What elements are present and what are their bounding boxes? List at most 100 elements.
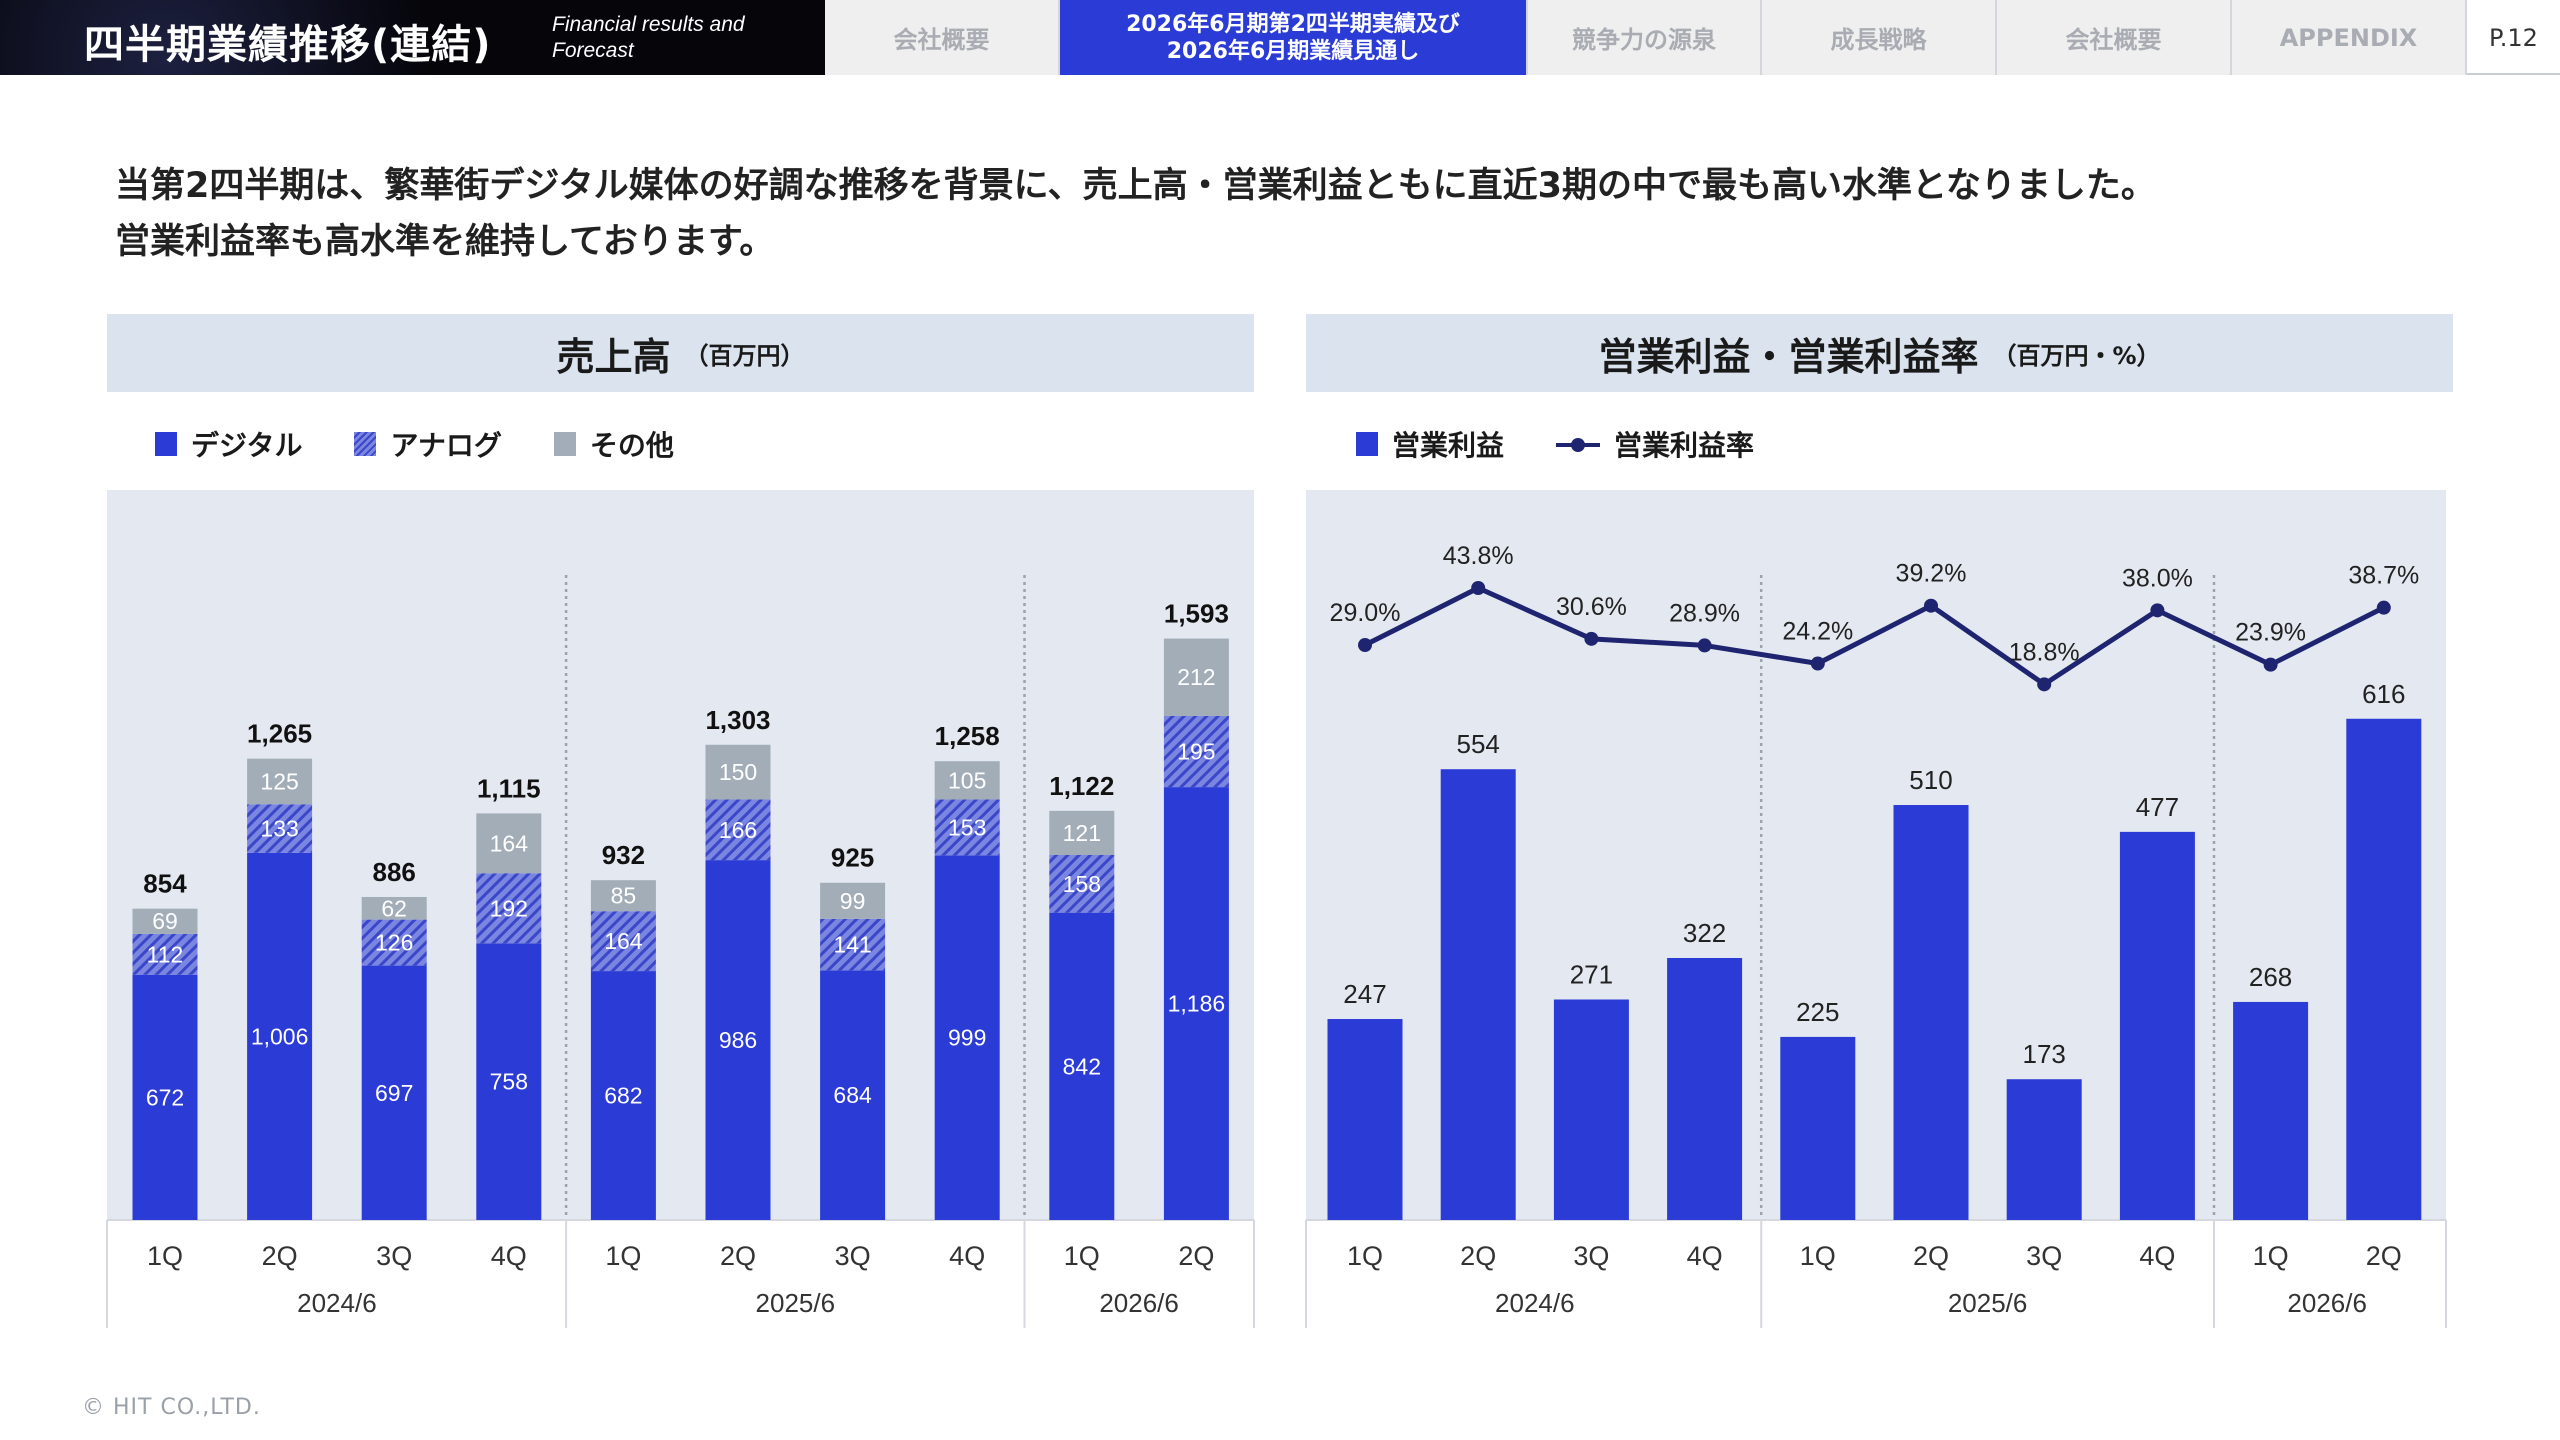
- legend-other: その他: [553, 424, 674, 464]
- profit-label: 477: [2136, 792, 2179, 822]
- other-bar-label: 150: [719, 759, 757, 785]
- margin-label: 28.9%: [1669, 599, 1740, 627]
- profit-bar: [1893, 805, 1969, 1220]
- profit-label: 268: [2249, 962, 2292, 992]
- analog-bar-label: 158: [1063, 871, 1101, 897]
- other-bar: [132, 908, 198, 934]
- other-bar: [476, 813, 542, 874]
- other-swatch: [553, 432, 576, 456]
- profit-bar: [1327, 1019, 1403, 1220]
- x-tick-label: 3Q: [1573, 1241, 1609, 1271]
- margin-point: [1358, 638, 1372, 653]
- year-label: 2025/6: [756, 1288, 836, 1318]
- legend-digital: デジタル: [155, 424, 302, 464]
- legend-label: 営業利益: [1392, 429, 1505, 462]
- profit-bar: [2233, 1001, 2309, 1220]
- profit-bar: [1780, 1036, 1856, 1220]
- profit-label: 322: [1683, 918, 1726, 948]
- margin-point: [1924, 598, 1938, 613]
- margin-label: 23.9%: [2235, 619, 2306, 647]
- analog-bar-label: 133: [260, 816, 298, 842]
- analog-bar-label: 164: [604, 928, 643, 954]
- other-bar: [590, 880, 656, 912]
- x-tick-label: 1Q: [1347, 1241, 1383, 1271]
- legend-label: デジタル: [191, 429, 303, 462]
- legend-label: アナログ: [390, 429, 502, 462]
- total-label: 1,258: [935, 721, 1000, 751]
- analog-bar: [820, 918, 886, 971]
- year-label: 2026/6: [1099, 1288, 1179, 1318]
- total-label: 1,122: [1049, 771, 1114, 801]
- other-bar-label: 164: [490, 830, 529, 856]
- profit-bar: [1553, 999, 1629, 1220]
- digital-bar: [1049, 912, 1115, 1220]
- year-label: 2026/6: [2287, 1288, 2367, 1318]
- analog-bar: [1049, 855, 1115, 913]
- analog-bar: [132, 933, 198, 975]
- line-marker-icon: [1556, 432, 1601, 456]
- tab-company-overview-2[interactable]: 会社概要: [1997, 0, 2232, 75]
- margin-point: [1584, 631, 1599, 646]
- header: 四半期業績推移(連結) Financial results and Foreca…: [0, 0, 2560, 75]
- profit-label: 616: [2362, 679, 2405, 709]
- digital-bar: [1163, 787, 1229, 1220]
- profit-label: 225: [1796, 997, 1839, 1027]
- profit-label: 271: [1570, 959, 1613, 989]
- x-tick-label: 2Q: [2366, 1241, 2402, 1271]
- margin-point: [2150, 603, 2165, 618]
- other-bar-label: 121: [1063, 820, 1101, 846]
- profit-bar: [2119, 831, 2195, 1220]
- x-tick-label: 4Q: [491, 1241, 527, 1271]
- digital-bar-label: 986: [719, 1027, 757, 1053]
- legend-label: 営業利益率: [1614, 429, 1755, 462]
- tab-results-forecast[interactable]: 2026年6月期第2四半期実績及び 2026年6月期業績見通し: [1060, 0, 1528, 75]
- sales-panel-header: 売上高 （百万円）: [107, 314, 1254, 392]
- digital-bar-label: 672: [146, 1084, 184, 1110]
- tab-appendix[interactable]: APPENDIX: [2232, 0, 2467, 75]
- sales-chart: 2024/6 2025/6 2026/6 1Q 2Q 3Q 4Q 1Q 2Q 3Q 4Q 1Q 2Q 67…: [106, 490, 1255, 1328]
- analog-bar-label: 192: [490, 895, 528, 921]
- x-tick-label: 3Q: [2026, 1241, 2062, 1271]
- tab-company-overview[interactable]: 会社概要: [825, 0, 1060, 75]
- profit-legend: 営業利益 営業利益率: [1356, 424, 1806, 464]
- digital-bar: [476, 943, 542, 1220]
- x-tick-label: 1Q: [1064, 1241, 1100, 1271]
- tab-competitiveness[interactable]: 競争力の源泉: [1528, 0, 1762, 75]
- legend-margin: 営業利益率: [1556, 424, 1754, 464]
- total-label: 932: [602, 840, 645, 870]
- digital-bar: [132, 974, 198, 1220]
- year-label: 2025/6: [1948, 1288, 2028, 1318]
- total-label: 925: [831, 843, 874, 873]
- other-bar: [820, 882, 886, 919]
- digital-bar: [934, 855, 1000, 1220]
- analog-bar: [705, 799, 771, 861]
- profit-panel-header: 営業利益・営業利益率 （百万円・%）: [1306, 314, 2453, 392]
- digital-bar-label: 1,006: [251, 1023, 309, 1049]
- year-label: 2024/6: [297, 1288, 377, 1318]
- analog-bar: [361, 919, 427, 966]
- other-bar-label: 69: [152, 908, 178, 934]
- legend-operating-profit: 営業利益: [1356, 424, 1504, 464]
- margin-point: [1810, 656, 1825, 671]
- sales-unit: （百万円）: [684, 341, 805, 370]
- analog-bar-label: 195: [1177, 739, 1215, 765]
- x-tick-label: 2Q: [1178, 1241, 1214, 1271]
- legend-label: その他: [589, 429, 674, 462]
- analog-bar-label: 153: [948, 814, 986, 840]
- x-tick-label: 1Q: [605, 1241, 641, 1271]
- x-tick-label: 2Q: [262, 1241, 298, 1271]
- profit-label: 247: [1343, 979, 1386, 1009]
- other-bar-label: 62: [381, 895, 407, 921]
- margin-point: [2037, 677, 2052, 692]
- margin-label: 38.0%: [2122, 564, 2193, 592]
- margin-label: 38.7%: [2348, 562, 2419, 590]
- other-bar-label: 105: [948, 767, 986, 793]
- digital-bar-label: 758: [490, 1069, 528, 1095]
- tab-growth-strategy[interactable]: 成長戦略: [1762, 0, 1997, 75]
- digital-bar-label: 682: [604, 1083, 642, 1109]
- digital-bar-label: 1,186: [1168, 991, 1226, 1017]
- total-label: 1,593: [1164, 599, 1229, 629]
- other-bar: [247, 758, 313, 805]
- x-tick-label: 3Q: [376, 1241, 412, 1271]
- analog-bar-label: 112: [147, 941, 184, 967]
